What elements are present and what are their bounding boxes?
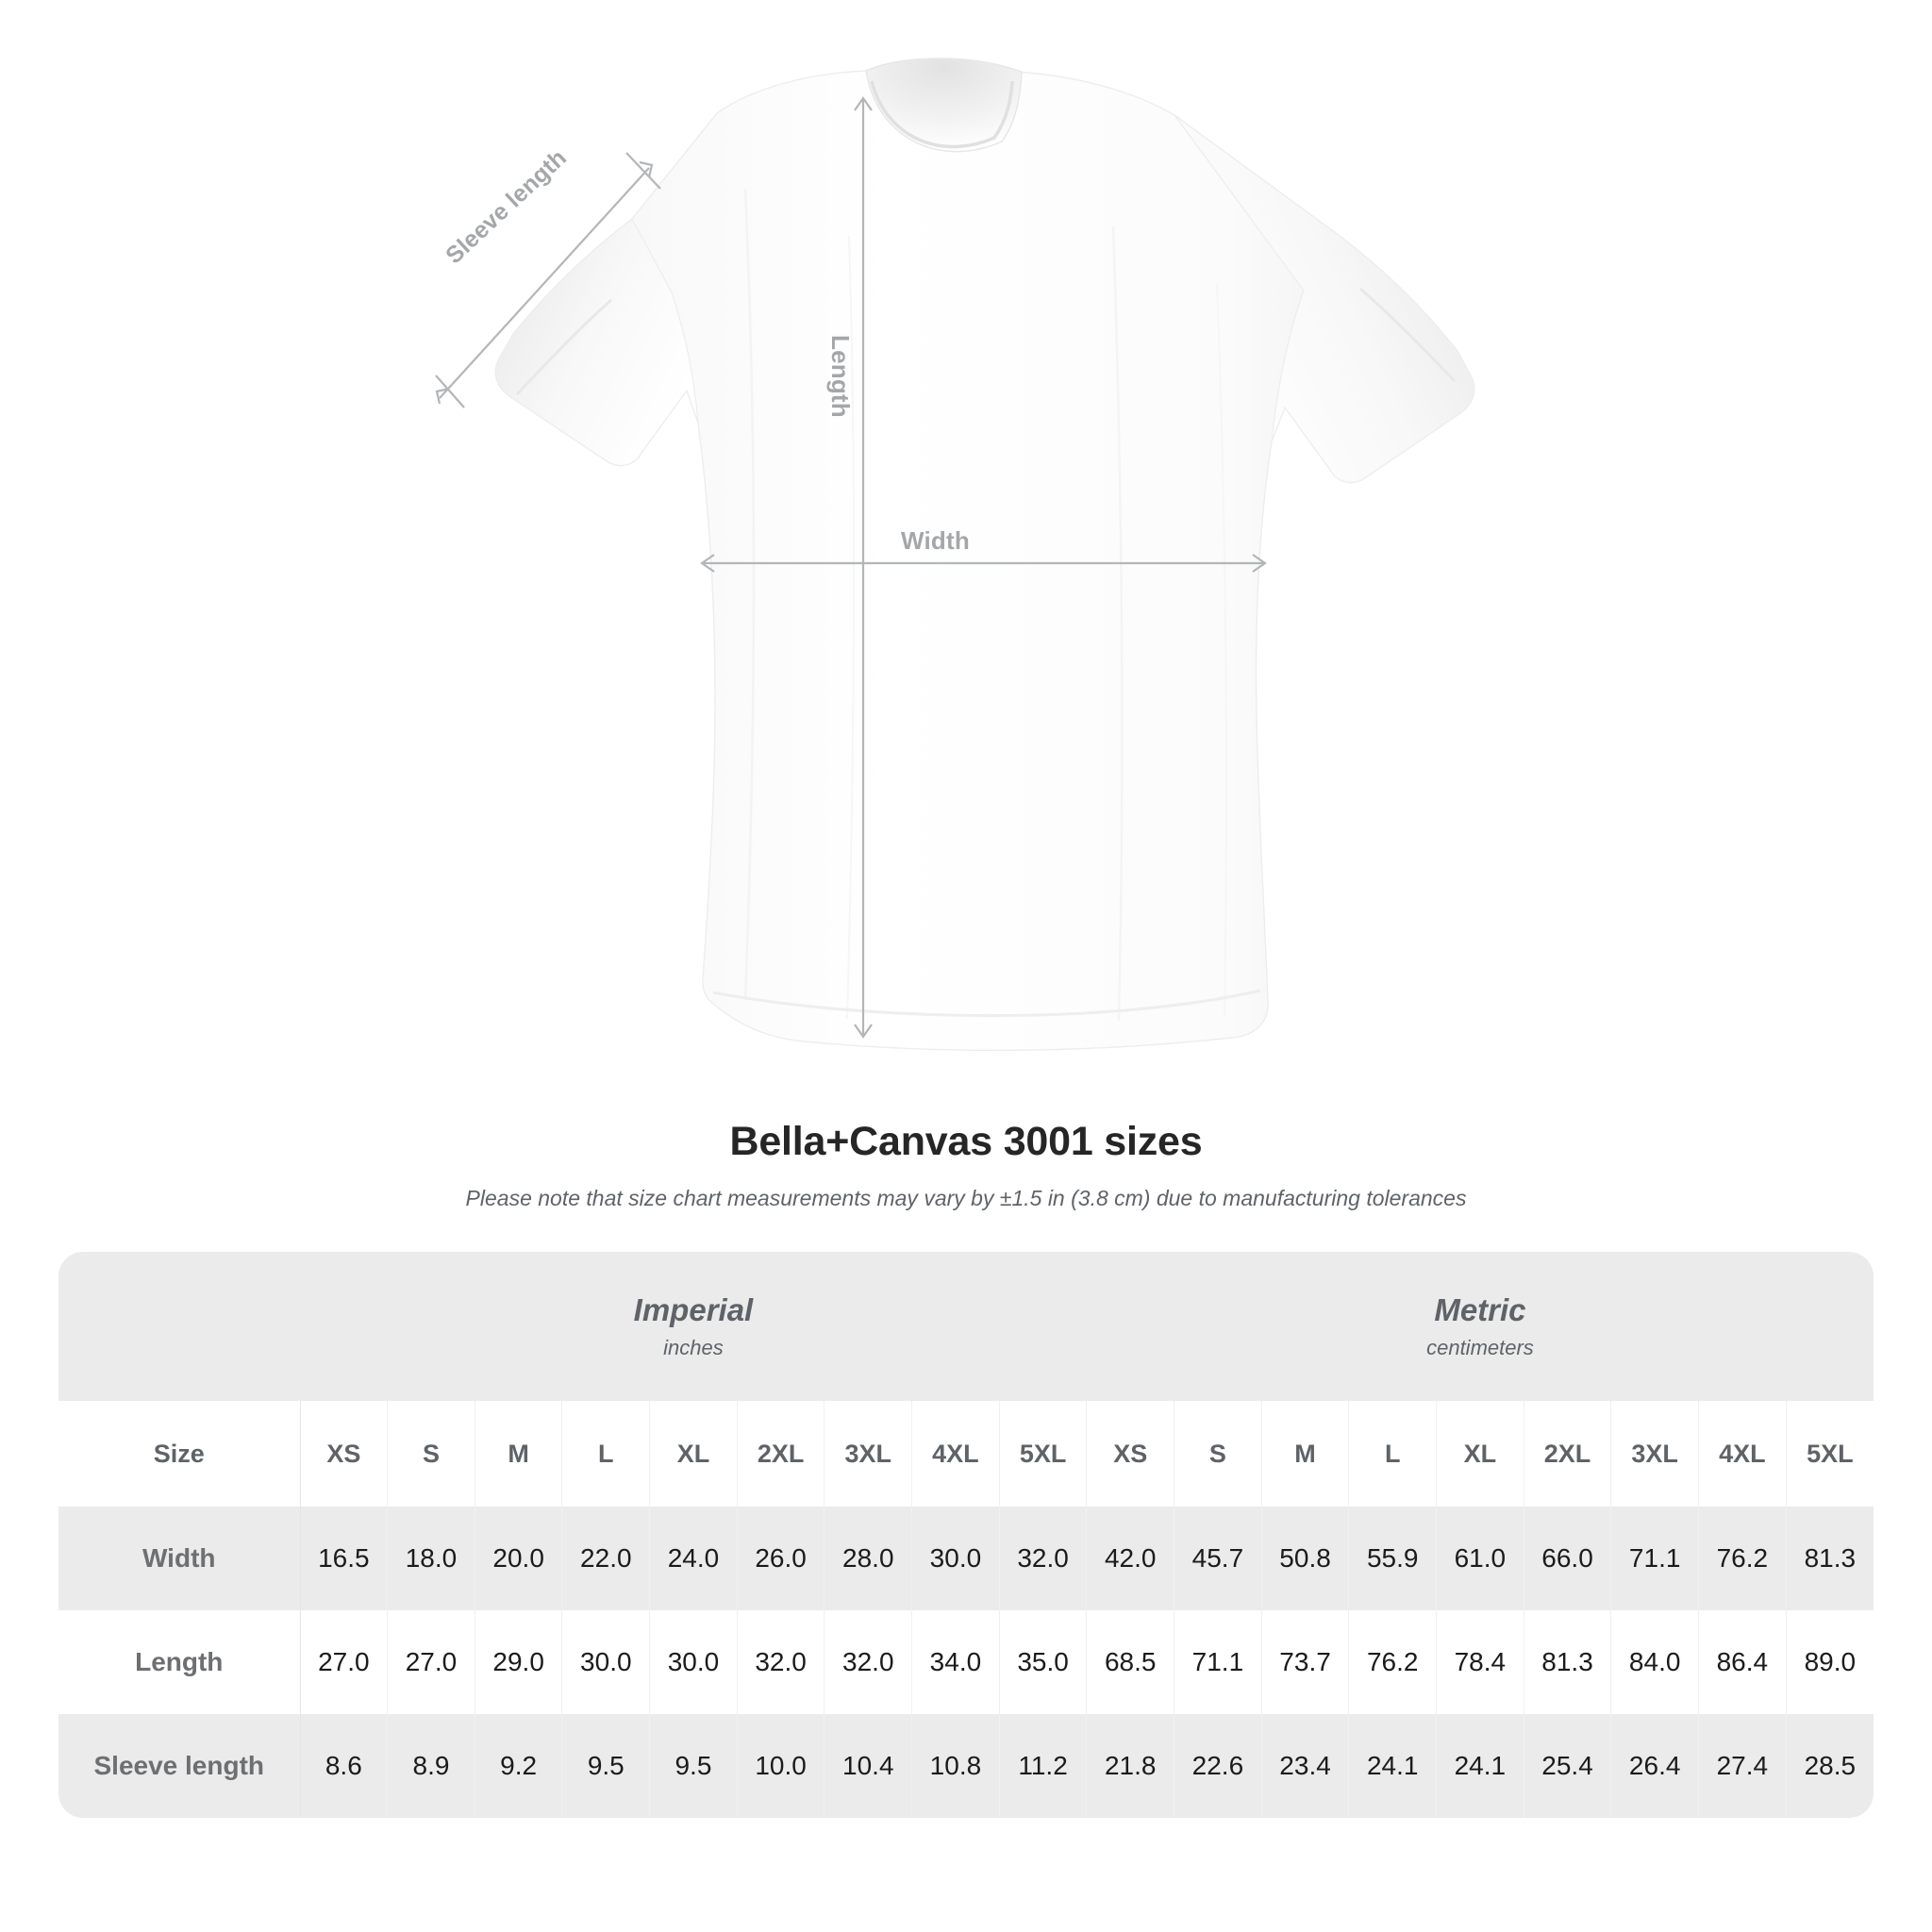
size-table-wrapper: Imperial inches Metric centimeters Size … [58,1252,1874,1819]
cell-length-metric-3xl: 84.0 [1610,1610,1699,1715]
page-title: Bella+Canvas 3001 sizes [729,1119,1203,1164]
column-header-size-xs: XS [300,1401,389,1507]
tshirt-body-shape [494,58,1475,1052]
cell-width-metric-xs: 42.0 [1086,1507,1175,1611]
column-header-size-xl-metric: XL [1436,1401,1524,1507]
cell-sleeve-metric-s: 22.6 [1174,1714,1262,1819]
column-header-size: Size [58,1401,301,1507]
unit-imperial-sub: inches [663,1336,724,1360]
cell-sleeve-metric-m: 23.4 [1261,1714,1350,1819]
column-header-size-s-metric: S [1174,1401,1262,1507]
column-header-size-4xl: 4XL [911,1401,1000,1507]
cell-sleeve-imperial-l: 9.5 [561,1714,651,1819]
cell-length-metric-4xl: 86.4 [1698,1610,1787,1715]
cell-length-imperial-l: 30.0 [561,1610,651,1715]
cell-width-imperial-2xl: 26.0 [737,1507,825,1611]
unit-metric-sub: centimeters [1426,1336,1534,1360]
column-header-size-l: L [561,1401,651,1507]
unit-banner-row: Imperial inches Metric centimeters [58,1252,1874,1402]
cell-sleeve-metric-2xl: 25.4 [1524,1714,1612,1819]
unit-metric-name: Metric [1434,1291,1526,1327]
table-row-sleeve-length: Sleeve length 8.6 8.9 9.2 9.5 9.5 10.0 1… [58,1714,1874,1819]
cell-sleeve-imperial-m: 9.2 [475,1714,563,1819]
cell-sleeve-imperial-4xl: 10.8 [911,1714,1000,1819]
page-subtitle: Please note that size chart measurements… [465,1186,1467,1211]
cell-length-metric-5xl: 89.0 [1786,1610,1874,1715]
cell-sleeve-metric-3xl: 26.4 [1610,1714,1699,1819]
size-chart-table: Imperial inches Metric centimeters Size … [58,1252,1874,1819]
cell-width-metric-xl: 61.0 [1436,1507,1524,1611]
cell-sleeve-imperial-xl: 9.5 [649,1714,738,1819]
cell-width-imperial-xs: 16.5 [300,1507,389,1611]
cell-width-metric-3xl: 71.1 [1610,1507,1699,1611]
cell-width-imperial-4xl: 30.0 [911,1507,1000,1611]
cell-length-metric-m: 73.7 [1261,1610,1350,1715]
cell-length-metric-2xl: 81.3 [1524,1610,1612,1715]
measurement-guides [435,96,1267,1039]
column-header-size-4xl-metric: 4XL [1698,1401,1787,1507]
cell-length-imperial-5xl: 35.0 [999,1610,1088,1715]
sleeve-guide-line [439,167,650,399]
cell-sleeve-imperial-5xl: 11.2 [999,1714,1088,1819]
table-row-length: Length 27.0 27.0 29.0 30.0 30.0 32.0 32.… [58,1610,1874,1715]
cell-sleeve-imperial-s: 8.9 [387,1714,475,1819]
cell-sleeve-imperial-xs: 8.6 [300,1714,389,1819]
cell-width-metric-4xl: 76.2 [1698,1507,1787,1611]
cell-length-imperial-3xl: 32.0 [824,1610,913,1715]
unit-imperial-name: Imperial [633,1291,754,1327]
cell-width-metric-5xl: 81.3 [1786,1507,1874,1611]
cell-length-metric-l: 76.2 [1348,1610,1438,1715]
cell-width-metric-m: 50.8 [1261,1507,1350,1611]
cell-length-metric-s: 71.1 [1174,1610,1262,1715]
cell-sleeve-metric-4xl: 27.4 [1698,1714,1787,1819]
column-header-size-m-metric: M [1261,1401,1350,1507]
cell-width-imperial-xl: 24.0 [649,1507,738,1611]
row-label-length: Length [58,1610,301,1715]
cell-length-imperial-xs: 27.0 [300,1610,389,1715]
cell-width-metric-s: 45.7 [1174,1507,1262,1611]
cell-width-imperial-3xl: 28.0 [824,1507,913,1611]
row-label-sleeve-length: Sleeve length [58,1714,301,1819]
tshirt-diagram-area: Sleeve length Length Width [435,58,1475,1052]
cell-width-imperial-s: 18.0 [387,1507,475,1611]
column-header-size-xl: XL [649,1401,738,1507]
column-header-size-s: S [387,1401,475,1507]
cell-length-imperial-m: 29.0 [475,1610,563,1715]
cell-sleeve-metric-xl: 24.1 [1436,1714,1524,1819]
column-header-size-3xl: 3XL [824,1401,913,1507]
cell-width-metric-l: 55.9 [1348,1507,1438,1611]
column-header-size-xs-metric: XS [1086,1401,1175,1507]
cell-length-imperial-2xl: 32.0 [737,1610,825,1715]
cell-width-imperial-5xl: 32.0 [999,1507,1088,1611]
cell-width-imperial-m: 20.0 [475,1507,563,1611]
cell-sleeve-metric-5xl: 28.5 [1786,1714,1874,1819]
cell-length-metric-xs: 68.5 [1086,1610,1175,1715]
table-row-width: Width 16.5 18.0 20.0 22.0 24.0 26.0 28.0… [58,1507,1874,1611]
unit-group-imperial: Imperial inches [300,1252,1087,1402]
column-header-size-2xl: 2XL [737,1401,825,1507]
cell-width-metric-2xl: 66.0 [1524,1507,1612,1611]
column-header-size-3xl-metric: 3XL [1610,1401,1699,1507]
cell-length-imperial-xl: 30.0 [649,1610,738,1715]
cell-length-imperial-4xl: 34.0 [911,1610,1000,1715]
tshirt-illustration [435,58,1475,1052]
cell-sleeve-metric-l: 24.1 [1348,1714,1438,1819]
column-header-size-l-metric: L [1348,1401,1438,1507]
column-header-size-m: M [475,1401,563,1507]
cell-length-imperial-s: 27.0 [387,1610,475,1715]
row-label-width: Width [58,1507,301,1611]
heading-block: Bella+Canvas 3001 sizes Please note that… [0,1113,1932,1212]
column-header-size-5xl-metric: 5XL [1786,1401,1874,1507]
size-header-row: Size XS S M L XL 2XL 3XL 4XL 5XL XS S M … [58,1401,1874,1507]
column-header-size-2xl-metric: 2XL [1524,1401,1612,1507]
unit-group-metric: Metric centimeters [1086,1252,1874,1402]
unit-banner-spacer [58,1252,300,1402]
column-header-size-5xl: 5XL [999,1401,1088,1507]
cell-sleeve-imperial-3xl: 10.4 [824,1714,913,1819]
cell-length-metric-xl: 78.4 [1436,1610,1524,1715]
cell-sleeve-metric-xs: 21.8 [1086,1714,1175,1819]
cell-width-imperial-l: 22.0 [561,1507,651,1611]
cell-sleeve-imperial-2xl: 10.0 [737,1714,825,1819]
